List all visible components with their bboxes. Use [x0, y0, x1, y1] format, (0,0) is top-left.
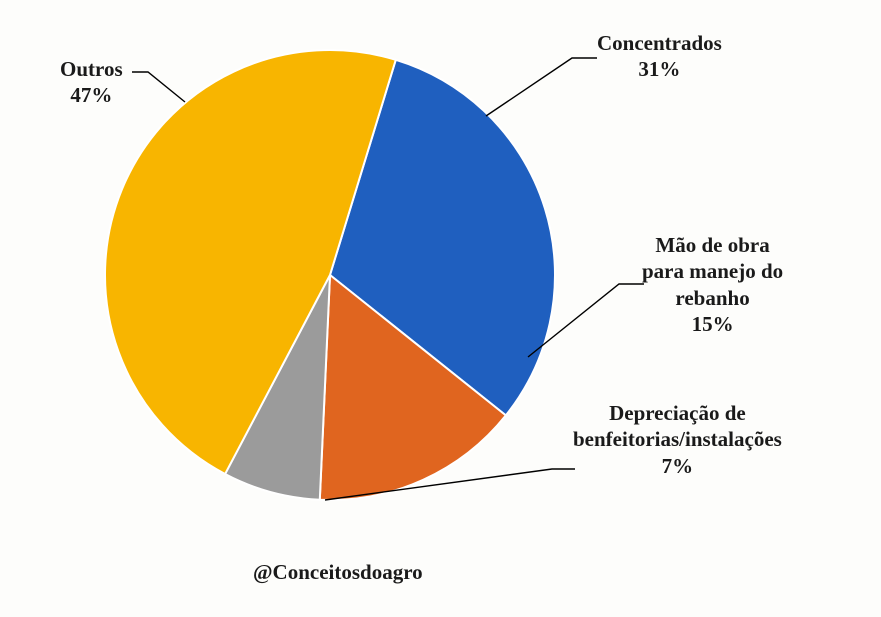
label-mao_de_obra-line: 15%: [642, 311, 783, 337]
pie-chart: Concentrados31% Mão de obrapara manejo do…: [0, 0, 881, 612]
label-outros-line: 47%: [60, 82, 123, 108]
leader-concentrados: [486, 58, 597, 116]
label-outros: Outros47%: [60, 56, 123, 109]
label-mao_de_obra-line: para manejo do: [642, 258, 783, 284]
label-mao_de_obra-line: rebanho: [642, 285, 783, 311]
label-depreciacao-line: 7%: [573, 453, 782, 479]
label-depreciacao-line: benfeitorias/instalações: [573, 426, 782, 452]
label-outros-line: Outros: [60, 56, 123, 82]
label-depreciacao-line: Depreciação de: [573, 400, 782, 426]
label-mao_de_obra-line: Mão de obra: [642, 232, 783, 258]
label-concentrados-line: 31%: [597, 56, 722, 82]
label-concentrados-line: Concentrados: [597, 30, 722, 56]
attribution-footer: @Conceitosdoagro: [253, 560, 423, 585]
label-mao_de_obra: Mão de obrapara manejo dorebanho15%: [642, 232, 783, 337]
label-depreciacao: Depreciação debenfeitorias/instalações7%: [573, 400, 782, 479]
leader-outros: [132, 72, 185, 102]
label-concentrados: Concentrados31%: [597, 30, 722, 83]
